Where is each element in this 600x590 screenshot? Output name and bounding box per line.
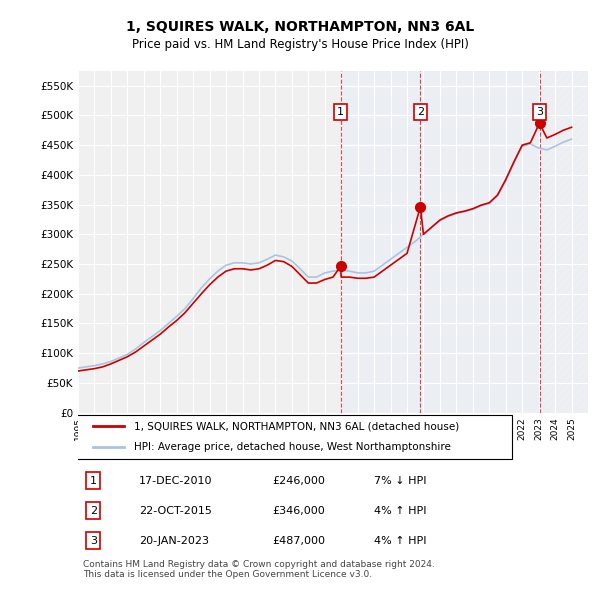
Bar	[341, 71, 421, 412]
Text: 1: 1	[337, 107, 344, 117]
Text: 3: 3	[90, 536, 97, 546]
Text: 3: 3	[536, 107, 543, 117]
Text: 20-JAN-2023: 20-JAN-2023	[139, 536, 209, 546]
Text: HPI: Average price, detached house, West Northamptonshire: HPI: Average price, detached house, West…	[134, 442, 451, 453]
Text: £346,000: £346,000	[272, 506, 325, 516]
Text: £487,000: £487,000	[272, 536, 325, 546]
Text: 7% ↓ HPI: 7% ↓ HPI	[374, 476, 426, 486]
Text: 1, SQUIRES WALK, NORTHAMPTON, NN3 6AL: 1, SQUIRES WALK, NORTHAMPTON, NN3 6AL	[126, 19, 474, 34]
Bar	[421, 71, 539, 412]
Text: 4% ↑ HPI: 4% ↑ HPI	[374, 536, 426, 546]
Text: 4% ↑ HPI: 4% ↑ HPI	[374, 506, 426, 516]
Text: £246,000: £246,000	[272, 476, 325, 486]
Bar	[539, 71, 588, 412]
Text: 17-DEC-2010: 17-DEC-2010	[139, 476, 212, 486]
Text: Price paid vs. HM Land Registry's House Price Index (HPI): Price paid vs. HM Land Registry's House …	[131, 38, 469, 51]
Text: 2: 2	[90, 506, 97, 516]
Text: 1: 1	[90, 476, 97, 486]
FancyBboxPatch shape	[73, 415, 511, 459]
Text: 22-OCT-2015: 22-OCT-2015	[139, 506, 212, 516]
Text: Contains HM Land Registry data © Crown copyright and database right 2024.
This d: Contains HM Land Registry data © Crown c…	[83, 559, 435, 579]
Text: 1, SQUIRES WALK, NORTHAMPTON, NN3 6AL (detached house): 1, SQUIRES WALK, NORTHAMPTON, NN3 6AL (d…	[134, 421, 460, 431]
Text: 2: 2	[417, 107, 424, 117]
